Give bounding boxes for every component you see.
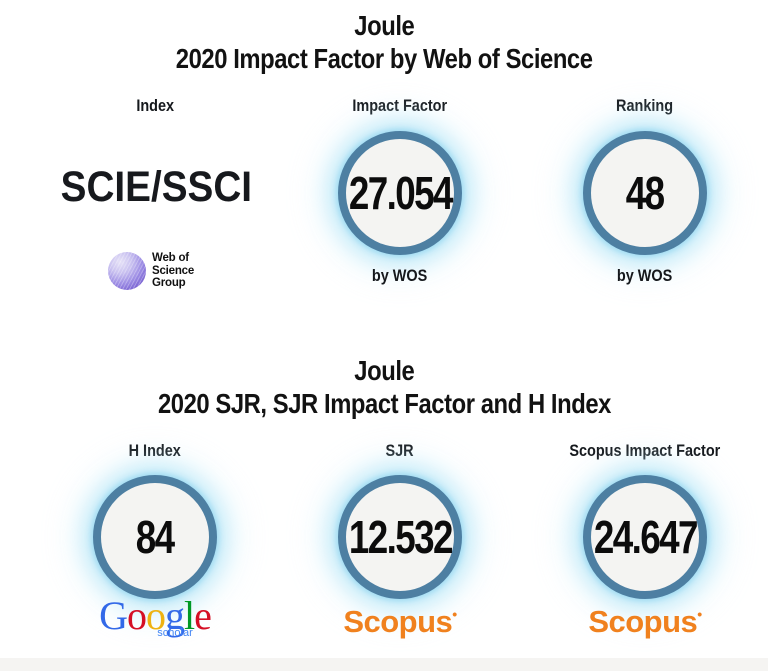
web-of-science-group-logo: Web of Science Group	[108, 252, 194, 290]
column-header-sjr: SJR	[280, 441, 520, 461]
ranking-circle: 48	[583, 131, 707, 255]
column-header-ranking: Ranking	[525, 96, 765, 116]
scopus-impact-factor-circle: 24.647	[583, 475, 707, 599]
google-letter: o	[127, 593, 147, 638]
column-header-impact-factor: Impact Factor	[280, 96, 520, 116]
google-letter: g	[165, 593, 185, 638]
google-scholar-sub-label: scholar	[157, 627, 193, 639]
index-value: SCIE/SSCI	[16, 163, 296, 212]
scopus-subtitle-text: 2020 SJR, SJR Impact Factor and H Index	[157, 388, 611, 419]
h-index-value: 84	[136, 511, 175, 563]
impact-factor-value: 27.054	[348, 167, 454, 219]
wos-subtitle-text: 2020 Impact Factor by Web of Science	[175, 43, 593, 74]
index-value-text: SCIE/SSCI	[60, 163, 252, 211]
scopus-logo: Scopus•	[525, 604, 765, 640]
sjr-circle: 12.532	[338, 475, 462, 599]
scopus-wordmark: Scopus	[588, 604, 698, 639]
journal-title-text: Joule	[353, 10, 415, 41]
column-header-h-index: H Index	[35, 441, 275, 461]
ranking-value: 48	[626, 167, 665, 219]
sjr-value: 12.532	[348, 511, 454, 563]
column-header-h-index-label: H Index	[128, 441, 182, 460]
ranking-source: by WOS	[525, 266, 765, 286]
google-letter: o	[146, 593, 166, 638]
wos-logo-line3: Group	[152, 277, 186, 290]
h-index-circle: 84	[93, 475, 217, 599]
impact-factor-circle: 27.054	[338, 131, 462, 255]
scopus-trademark-dot-icon: •	[697, 606, 702, 622]
google-letter: l	[184, 593, 195, 638]
column-header-index-label: Index	[136, 96, 174, 115]
scopus-logo: Scopus•	[280, 604, 520, 640]
journal-title-scopus: Joule	[0, 355, 768, 387]
impact-factor-source: by WOS	[280, 266, 520, 286]
column-header-index: Index	[35, 96, 275, 116]
wos-logo-line2: Science	[152, 264, 195, 277]
wos-logo-text: Web of Science Group	[152, 252, 194, 290]
column-header-ranking-label: Ranking	[616, 96, 674, 115]
wos-logo-line1: Web of	[152, 252, 189, 265]
google-wordmark: Google	[99, 593, 212, 638]
scopus-trademark-dot-icon: •	[452, 606, 457, 622]
ranking-source-text: by WOS	[617, 266, 673, 285]
wos-section-subtitle: 2020 Impact Factor by Web of Science	[0, 43, 768, 75]
column-header-scopus-if-label: Scopus Impact Factor	[569, 441, 721, 460]
scopus-section-subtitle: 2020 SJR, SJR Impact Factor and H Index	[0, 388, 768, 420]
column-header-scopus-if: Scopus Impact Factor	[525, 441, 765, 461]
footer-strip	[0, 658, 768, 671]
scopus-impact-factor-value: 24.647	[593, 511, 699, 563]
journal-title-wos: Joule	[0, 10, 768, 42]
impact-factor-source-text: by WOS	[372, 266, 428, 285]
column-header-sjr-label: SJR	[385, 441, 415, 460]
scopus-wordmark: Scopus	[343, 604, 453, 639]
google-letter: e	[194, 593, 212, 638]
google-letter: G	[99, 593, 128, 638]
wos-sphere-icon	[108, 252, 146, 290]
google-scholar-logo: Google scholar	[0, 593, 310, 640]
journal-title-text-2: Joule	[353, 355, 415, 386]
column-header-impact-factor-label: Impact Factor	[352, 96, 448, 115]
